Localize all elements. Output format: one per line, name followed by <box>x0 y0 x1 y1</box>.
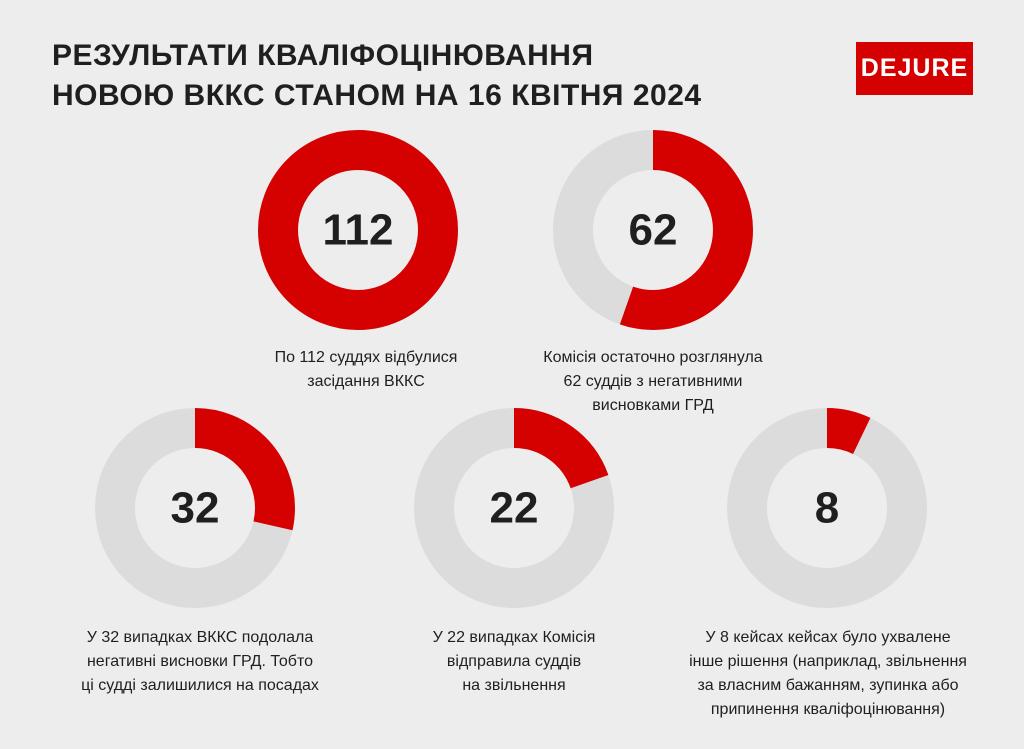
caption-1-line-1: По 112 суддях відбулися <box>274 349 458 366</box>
donut-value-arc <box>414 408 614 608</box>
donut-value-label: 32 <box>171 484 220 533</box>
caption-3-line-3: ці судді залишилися на посадах <box>81 677 319 694</box>
caption-4-line-2: відправила суддів <box>446 653 582 670</box>
caption-4-line-3: на звільнення <box>462 677 566 694</box>
caption-1: По 112 суддях відбулися засідання ВККС <box>216 346 516 394</box>
donut-svg: 62 <box>553 130 753 330</box>
caption-3-line-2: негативні висновки ГРД. Тобто <box>86 653 314 670</box>
donut-chart-4: 22 <box>414 408 614 608</box>
caption-2-line-1: Комісія остаточно розглянула <box>543 349 763 366</box>
caption-2-line-3: висновками ГРД <box>592 397 714 414</box>
caption-5-line-3: за власним бажанням, зупинка або <box>697 677 959 694</box>
caption-5: У 8 кейсах кейсах було ухвалене інше ріш… <box>663 626 993 722</box>
donut-value-arc <box>727 408 927 608</box>
caption-5-line-1: У 8 кейсах кейсах було ухвалене <box>705 629 951 646</box>
caption-2: Комісія остаточно розглянула 62 суддів з… <box>503 346 803 418</box>
caption-5-line-4: припинення кваліфоцінювання) <box>710 701 946 718</box>
donut-svg: 22 <box>414 408 614 608</box>
donut-value-arc <box>95 408 295 608</box>
donut-value-label: 8 <box>815 484 839 533</box>
donut-svg: 32 <box>95 408 295 608</box>
donut-value-label: 62 <box>629 206 678 255</box>
donut-svg: 8 <box>727 408 927 608</box>
donut-value-label: 22 <box>490 484 539 533</box>
donut-value-arc <box>553 130 753 330</box>
donut-value-label: 112 <box>323 206 394 255</box>
caption-5-line-2: інше рішення (наприклад, звільнення <box>689 653 967 670</box>
donut-chart-2: 62 <box>553 130 753 330</box>
dejure-logo: DEJURE <box>856 42 973 95</box>
donut-chart-3: 32 <box>95 408 295 608</box>
donut-svg: 112 <box>258 130 458 330</box>
page-title: Результати кваліфоцінювання новою ВККС с… <box>52 36 702 116</box>
caption-3-line-1: У 32 випадках ВККС подолала <box>86 629 314 646</box>
caption-2-line-2: 62 суддів з негативними <box>563 373 743 390</box>
caption-1-line-2: засідання ВККС <box>307 373 425 390</box>
caption-3: У 32 випадках ВККС подолала негативні ви… <box>30 626 370 698</box>
title-line-1: Результати кваліфоцінювання <box>52 39 594 72</box>
donut-chart-1: 112 <box>258 130 458 330</box>
title-line-2: новою ВККС станом на 16 квітня 2024 <box>52 79 702 112</box>
donut-chart-5: 8 <box>727 408 927 608</box>
caption-4-line-1: У 22 випадках Комісія <box>432 629 596 646</box>
donut-value-arc <box>258 130 458 330</box>
caption-4: У 22 випадках Комісія відправила суддів … <box>364 626 664 698</box>
